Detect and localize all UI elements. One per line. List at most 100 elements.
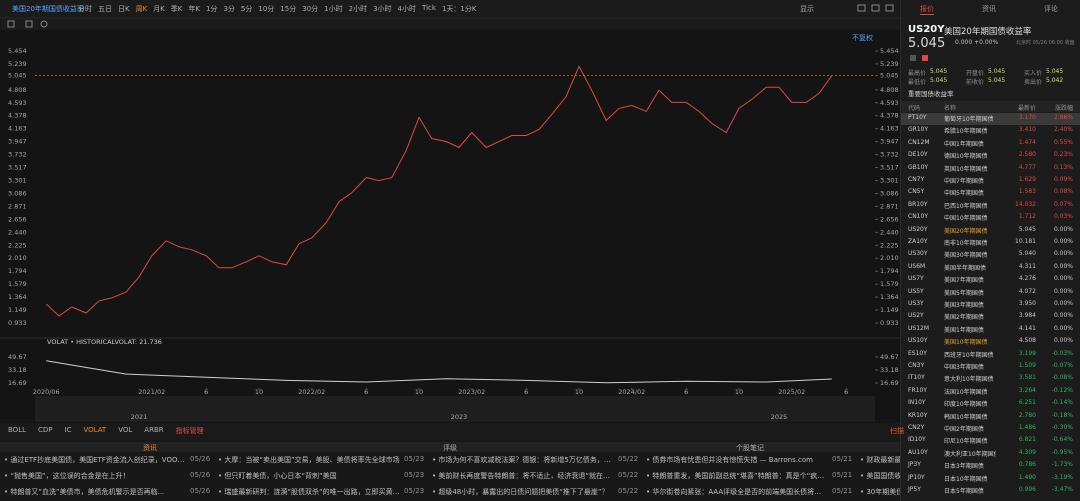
news-item[interactable]: • 通过ETF抄底美国债，美国ETF资金流入创纪录，VOO吸金650... (4, 456, 186, 464)
period-button[interactable]: 4小时 (397, 5, 417, 13)
quote-tab[interactable]: 评论 (1044, 5, 1058, 13)
table-cell[interactable]: CN3Y (908, 362, 925, 369)
scan-button[interactable]: 扫描 (890, 427, 904, 435)
stat-label: 最低价 (908, 79, 927, 86)
y-tick-label: 5.454 (8, 47, 27, 55)
period-button[interactable]: 10分 (258, 5, 275, 13)
news-item[interactable]: • 美前财长再度警告特朗普：将不适止，经济衰退“就在眼前”！ (432, 472, 614, 480)
table-cell[interactable]: GR10Y (908, 126, 929, 134)
table-cell[interactable]: US30Y (908, 250, 928, 258)
table-cell: -0.14% (1051, 399, 1073, 407)
table-cell[interactable]: CN2Y (908, 424, 925, 431)
table-cell[interactable]: AU10Y (908, 448, 928, 456)
news-item[interactable]: • 30年期美债收益 (860, 488, 900, 496)
period-button[interactable]: 周K (135, 5, 148, 13)
indicator-tab[interactable]: VOL (118, 426, 133, 434)
table-cell[interactable]: US6M (908, 262, 926, 270)
period-button[interactable]: 3小时 (373, 5, 392, 13)
indicator-tab[interactable]: 指标管理 (175, 427, 204, 435)
table-cell: 英国10年期国债 (944, 165, 988, 173)
period-button[interactable]: 日K (118, 5, 130, 13)
quote-tab[interactable]: 资讯 (982, 5, 996, 13)
table-cell[interactable]: US5Y (908, 287, 924, 295)
news-item[interactable]: • 瑞盛最新研判：涟漪“股债双杀”的唯一出路，立即买黄金！ (218, 488, 400, 496)
indicator-tab[interactable]: BOLL (8, 426, 26, 434)
y-tick-label: 5.045 (8, 72, 27, 80)
news-item[interactable]: • 债券市场有忧患但并没有惊慌失措 — Barrons.com (646, 456, 813, 464)
news-item[interactable]: • 华尔街卷向紧张：AAA评级全是否的前端美国长债将卷发担忧？ (646, 488, 828, 496)
table-cell[interactable]: ES10Y (908, 349, 927, 357)
table-cell[interactable]: US2Y (908, 312, 924, 320)
period-button[interactable]: 30分 (302, 5, 319, 13)
table-cell[interactable]: US3Y (908, 300, 924, 307)
x-tick-label: 6 (684, 388, 688, 396)
table-cell[interactable]: US12M (908, 324, 930, 332)
table-cell[interactable]: PT10Y (908, 114, 927, 121)
table-cell[interactable]: CN5Y (908, 188, 925, 196)
news-item[interactable]: • 特朗普又“血洗”美债市，美债危机警示是否再临... (4, 488, 165, 496)
indicator-tab[interactable]: VOLAT (83, 426, 107, 434)
period-button[interactable]: 1小时 (324, 5, 343, 13)
period-button[interactable]: 5分 (240, 5, 253, 13)
period-button[interactable]: Tick (422, 4, 436, 12)
table-cell: 中国3年期国债 (944, 364, 984, 371)
y-tick-label: 3.086 (880, 189, 899, 197)
table-cell[interactable]: CN12M (908, 138, 930, 146)
period-button[interactable]: 3分 (223, 5, 235, 13)
news-item[interactable]: • 超级48小时，暴露出的日债问题把美债“推下了悬崖”？ (432, 488, 609, 496)
news-item[interactable]: • 财政最新最好 (860, 456, 900, 464)
news-item[interactable]: • 特朗普重发，美国前副总统“堪喜”特朗普：真是个“疯子”！ (646, 472, 828, 480)
table-cell[interactable]: US7Y (908, 275, 924, 283)
indicator-tab[interactable]: ARBR (144, 426, 164, 434)
table-cell[interactable]: US20Y (908, 225, 928, 233)
news-item[interactable]: • 美国国债收益率 (860, 472, 900, 480)
period-button[interactable]: 分时 (78, 5, 92, 13)
indicator-tab[interactable]: IC (64, 426, 72, 434)
news-item[interactable]: • 大摩：当被“卖出美国”交易，美股、美债将率先全球市场 (218, 456, 400, 464)
display-button[interactable]: 显示 (800, 5, 814, 13)
table-cell[interactable]: GB10Y (908, 163, 929, 171)
table-cell[interactable]: JP3Y (908, 461, 921, 469)
table-cell[interactable]: DE10Y (908, 151, 928, 159)
table-cell: 6.251 (1018, 399, 1036, 407)
table-cell[interactable]: CN7Y (908, 176, 925, 183)
table-cell[interactable]: JP10Y (908, 473, 925, 481)
table-cell[interactable]: CN10Y (908, 213, 928, 221)
table-cell[interactable]: IT10Y (908, 374, 925, 382)
table-cell[interactable]: BR10Y (908, 200, 928, 208)
stat-value: 5.045 (988, 77, 1006, 84)
news-item[interactable]: • 但只盯着美债，小心日本“背刺”美国 (218, 472, 337, 480)
y-tick-label: 1.579 (880, 280, 899, 288)
table-cell: 1.509 (1018, 362, 1036, 369)
period-button[interactable]: 年K (188, 5, 200, 13)
news-item[interactable]: • 市场为何不喜欢减税法案？德银：将新增5万亿债务，“特朗普几... (432, 456, 614, 464)
period-button[interactable]: 15分 (280, 5, 297, 13)
period-button[interactable]: 月K (153, 5, 165, 13)
news-item[interactable]: • “抛售美国”，这位误的合金是在上升！ (4, 472, 130, 480)
news-date: 05/22 (618, 455, 639, 463)
icon (40, 20, 48, 28)
news-header[interactable]: 资讯 (143, 444, 157, 452)
table-cell: 美国30年期国债 (944, 252, 988, 260)
table-cell[interactable]: FR10Y (908, 386, 927, 394)
table-cell[interactable]: JP5Y (908, 486, 921, 493)
table-cell[interactable]: US10Y (908, 337, 928, 345)
table-cell[interactable]: ID10Y (908, 436, 926, 444)
table-cell: 0.00% (1053, 225, 1073, 233)
indicator-tab[interactable]: CDP (38, 426, 53, 434)
news-header[interactable]: 个股笔记 (736, 444, 764, 452)
period-button[interactable]: 1天：1分K (441, 5, 477, 13)
quote-tab[interactable]: 报价 (920, 5, 934, 15)
y-tick-label: 0.933 (880, 319, 899, 327)
period-button[interactable]: 2小时 (348, 5, 368, 13)
table-cell[interactable]: IN10Y (908, 399, 926, 407)
period-button[interactable]: 五日 (98, 5, 112, 13)
table-cell[interactable]: KR10Y (908, 411, 928, 419)
period-button[interactable]: 季K (170, 5, 183, 13)
table-cell: 0.07% (1053, 200, 1073, 208)
table-cell[interactable]: ZA10Y (908, 238, 928, 245)
period-button[interactable]: 1分 (205, 5, 218, 13)
news-header[interactable]: 评级 (443, 444, 457, 452)
table-cell: 0.00% (1053, 287, 1073, 295)
table-cell: -3.19% (1051, 473, 1073, 481)
